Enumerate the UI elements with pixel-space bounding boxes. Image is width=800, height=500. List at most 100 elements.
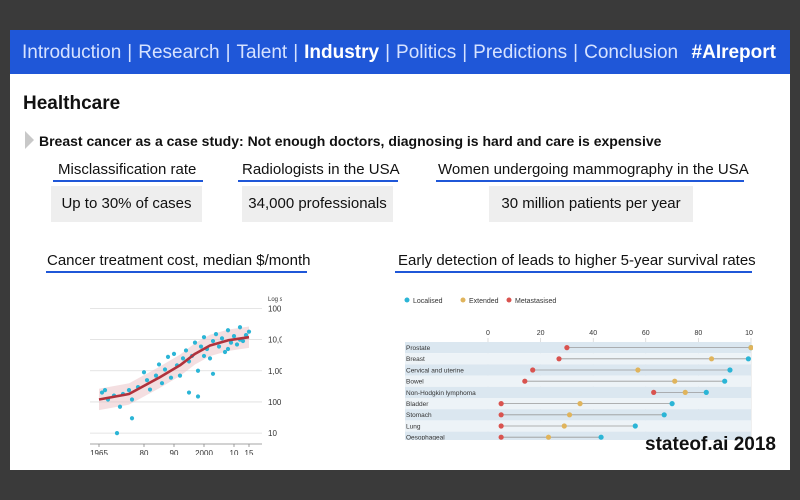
data-point	[114, 430, 120, 436]
legend-marker	[506, 297, 512, 303]
data-point	[222, 349, 228, 355]
nav-separator: |	[462, 42, 468, 63]
dot-metastasised	[522, 378, 528, 384]
data-point	[165, 354, 171, 359]
right-chart-title: Early detection of leads to higher 5-yea…	[398, 252, 756, 269]
x-tick-label: 90	[170, 449, 179, 455]
legend-marker	[460, 297, 466, 303]
footer-source: stateof.ai 2018	[645, 434, 776, 455]
nav-separator: |	[293, 42, 299, 63]
legend-label: Metastasised	[515, 298, 556, 305]
bullet-arrow-icon	[25, 131, 34, 149]
x-tick-label: 60	[642, 330, 650, 337]
x-tick-label: 20	[537, 330, 545, 337]
dot-localised	[727, 367, 733, 373]
dot-metastasised	[498, 434, 504, 440]
nav-item-research[interactable]: Research	[138, 42, 220, 63]
nav-item-talent[interactable]: Talent	[236, 42, 288, 63]
data-point	[144, 378, 150, 383]
data-point	[156, 362, 162, 367]
data-point	[117, 404, 123, 409]
y-tick-label: 100,000	[268, 304, 282, 313]
dot-extended	[708, 356, 715, 362]
data-point	[225, 346, 231, 352]
stat-underline	[238, 180, 398, 182]
category-label: Breast	[406, 356, 425, 363]
data-point	[228, 340, 234, 345]
stat-label-mammography: Women undergoing mammography in the USA	[438, 161, 749, 178]
category-label: Prostate	[406, 345, 431, 352]
dot-extended	[545, 434, 552, 440]
dot-extended	[682, 389, 688, 395]
dot-metastasised	[564, 345, 570, 351]
data-point	[201, 335, 207, 340]
x-tick-label: 0	[486, 330, 490, 337]
nav-item-politics[interactable]: Politics	[396, 42, 457, 63]
x-tick-label: 2000	[195, 449, 213, 455]
nav-menu: Introduction | Research | Talent | Industry | Po…	[22, 30, 678, 74]
x-tick-label: 80	[140, 449, 149, 455]
dot-extended	[566, 412, 573, 418]
row-band	[405, 386, 751, 398]
slide: Introduction | Research | Talent | Industry | Po…	[10, 30, 790, 470]
dot-metastasised	[498, 412, 504, 418]
data-point	[210, 338, 216, 344]
data-point	[180, 356, 186, 361]
data-point	[198, 344, 204, 349]
data-point	[243, 332, 249, 338]
dot-localised	[661, 412, 667, 418]
data-point	[186, 390, 192, 395]
y-tick-label: 1,000	[268, 367, 282, 376]
data-point	[183, 348, 189, 353]
dot-extended	[635, 367, 641, 373]
category-label: Oesophageal	[406, 435, 445, 440]
stat-value-mammography: 30 million patients per year	[489, 186, 693, 222]
data-point	[129, 397, 135, 402]
data-point	[141, 370, 147, 375]
nav-item-conclusion[interactable]: Conclusion	[584, 42, 679, 63]
category-label: Non-Hodgkin lymphoma	[406, 390, 476, 397]
legend-label: Localised	[413, 298, 443, 305]
x-tick-label: 100	[745, 330, 753, 337]
nav-item-industry[interactable]: Industry	[304, 42, 380, 63]
dot-localised	[598, 434, 604, 440]
x-tick-label: 10	[230, 449, 239, 455]
survival-rate-chart: Localised Extended Metastasised 0 20 40 60 80 10…	[404, 297, 753, 440]
section-title: Healthcare	[23, 93, 121, 114]
data-point	[231, 333, 237, 339]
data-point	[195, 368, 201, 373]
data-point	[234, 342, 240, 347]
chart-title-underline	[46, 271, 307, 273]
data-point	[159, 381, 165, 386]
data-point	[201, 353, 207, 359]
nav-separator: |	[385, 42, 391, 63]
dot-metastasised	[530, 367, 536, 373]
x-tick-label: 40	[589, 330, 597, 337]
dot-extended	[561, 423, 567, 429]
dot-localised	[745, 356, 751, 362]
stat-underline	[436, 180, 744, 182]
nav-item-introduction[interactable]: Introduction	[22, 42, 122, 63]
data-point	[237, 325, 243, 330]
x-tick-label: 80	[695, 330, 703, 337]
data-point	[207, 356, 213, 361]
stat-value-misclassification: Up to 30% of cases	[51, 186, 202, 222]
data-point	[147, 387, 153, 392]
category-label: Lung	[406, 423, 421, 430]
x-tick-label: 15	[245, 449, 254, 455]
data-point	[171, 351, 177, 356]
data-point	[219, 336, 225, 341]
y-tick-label: 100	[268, 398, 282, 407]
data-point	[99, 390, 105, 395]
data-point	[153, 373, 159, 378]
category-label: Stomach	[406, 412, 432, 419]
nav-separator: |	[573, 42, 579, 63]
data-point	[225, 328, 231, 333]
dot-metastasised	[651, 389, 657, 395]
data-point	[177, 373, 183, 378]
dot-metastasised	[498, 423, 504, 429]
dot-extended	[748, 345, 753, 351]
nav-item-predictions[interactable]: Predictions	[473, 42, 568, 63]
row-band	[405, 431, 751, 440]
nav-bar: Introduction | Research | Talent | Industry | Po…	[10, 30, 790, 74]
